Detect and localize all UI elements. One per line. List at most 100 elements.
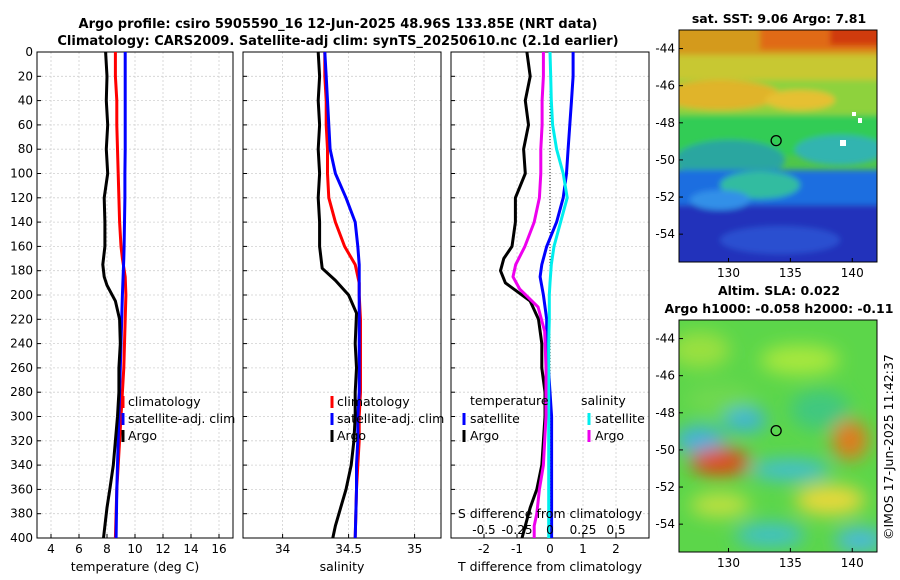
legend-entry: climatology [128, 394, 201, 409]
s-tick-label: -0.25 [501, 523, 532, 537]
y-tick-label: 320 [10, 434, 33, 448]
map-x-tick-label: 140 [841, 266, 864, 280]
map-y-tick-label: -46 [655, 79, 675, 93]
series-line-argo [316, 51, 358, 539]
figure-title-line2: Climatology: CARS2009. Satellite-adj cli… [57, 34, 618, 49]
x-tick-label: 34 [275, 542, 290, 556]
series-line-temperature-argo [499, 51, 547, 539]
y-tick-label: 180 [10, 264, 33, 278]
map-x-tick-label: 130 [717, 266, 740, 280]
sst-map-frame [678, 29, 878, 263]
series-line-satellite-adj-clim [323, 51, 361, 539]
sla-map-title-line1: Altim. SLA: 0.022 [718, 283, 840, 298]
map-y-tick-label: -50 [655, 153, 675, 167]
map-y-tick-label: -54 [655, 227, 675, 241]
map-x-tick-label: 140 [841, 556, 864, 570]
y-tick-label: 160 [10, 239, 33, 253]
temperature-panel: 4 6 8 10 12 14 1602040608010012014016018020022… [10, 45, 235, 574]
sst-heatmap [679, 30, 877, 262]
y-tick-label: 200 [10, 288, 33, 302]
x-tick-label: 10 [127, 542, 142, 556]
legend-entry: satellite-adj. clim [337, 411, 444, 426]
s-tick-label: -0.5 [472, 523, 495, 537]
map-x-tick-label: 135 [779, 556, 802, 570]
sst-map-title: sat. SST: 9.06 Argo: 7.81 [692, 11, 866, 26]
x-axis-label: temperature (deg C) [71, 559, 200, 574]
map-y-tick-label: -46 [655, 369, 675, 383]
legend-entry: Argo [470, 428, 499, 443]
legend-entry: satellite [595, 411, 645, 426]
sla-heatmap [679, 320, 877, 552]
sst-argo-marker [770, 134, 782, 147]
sla-argo-marker [770, 424, 782, 437]
legend-entry: climatology [337, 394, 410, 409]
x-tick-label: 34.5 [335, 542, 362, 556]
map-y-tick-label: -48 [655, 406, 675, 420]
y-tick-label: 140 [10, 215, 33, 229]
legend-entry: satellite [470, 411, 520, 426]
map-y-tick-label: -44 [655, 332, 675, 346]
map-y-tick-label: -44 [655, 42, 675, 56]
legend-entry: Argo [595, 428, 624, 443]
x-tick-label: 35 [407, 542, 422, 556]
series-line-climatology [113, 52, 128, 539]
x-tick-label: 1 [579, 542, 587, 556]
series-line-salinity-satellite [547, 51, 569, 538]
series-line-salinity-argo [511, 52, 548, 538]
y-tick-label: 20 [18, 69, 33, 83]
sst-map-axes: 130 135 140 -44 -46 -48 -50 -52 -54 [655, 42, 863, 280]
difference-panel: -2 -1 0 1 2 T difference from climatology temp… [450, 51, 650, 574]
y-tick-label: 300 [10, 410, 33, 424]
map-y-tick-label: -50 [655, 443, 675, 457]
salinity-panel: 34 34.5 35 salinity climatology satellite-adj… [242, 51, 444, 574]
x-tick-label: -2 [478, 542, 490, 556]
y-tick-label: 80 [18, 142, 33, 156]
figure-title-line1: Argo profile: csiro 5905590_16 12-Jun-20… [79, 17, 598, 32]
imos-credit: ©IMOS 17-Jun-2025 11:42:37 [881, 354, 896, 540]
legend-entry: Argo [128, 428, 157, 443]
map-y-tick-label: -52 [655, 480, 675, 494]
x-axis-label: T difference from climatology [457, 559, 643, 574]
x-axis-label: salinity [320, 559, 365, 574]
y-tick-label: 40 [18, 94, 33, 108]
y-tick-label: 260 [10, 361, 33, 375]
s-tick-label: 0.5 [606, 523, 625, 537]
y-tick-label: 360 [10, 482, 33, 496]
x-tick-label: 6 [75, 542, 83, 556]
y-tick-label: 400 [10, 531, 33, 545]
legend-entry: Argo [337, 428, 366, 443]
s-tick-label: 0.25 [570, 523, 597, 537]
series-line-satellite-adj-clim [114, 52, 127, 539]
map-x-tick-label: 135 [779, 266, 802, 280]
x-tick-label: 8 [103, 542, 111, 556]
y-tick-label: 340 [10, 458, 33, 472]
y-tick-label: 380 [10, 507, 33, 521]
map-x-tick-label: 130 [717, 556, 740, 570]
x-tick-label: 12 [155, 542, 170, 556]
legend-entry: satellite-adj. clim [128, 411, 235, 426]
y-tick-label: 0 [25, 45, 33, 59]
x-tick-label: -1 [511, 542, 523, 556]
sla-map-frame [678, 319, 878, 553]
y-tick-label: 60 [18, 118, 33, 132]
s-tick-label: 0 [546, 523, 554, 537]
map-y-tick-label: -52 [655, 190, 675, 204]
sla-map-axes: 130 135 140 -44 -46 -48 -50 -52 -54 [655, 332, 863, 570]
y-tick-label: 280 [10, 385, 33, 399]
x-tick-label: 4 [47, 542, 55, 556]
legend-title-salinity: salinity [581, 393, 626, 408]
y-tick-label: 240 [10, 337, 33, 351]
x-tick-label: 16 [211, 542, 226, 556]
x-tick-label: 2 [612, 542, 620, 556]
series-line-temperature-satellite [538, 52, 575, 538]
s-axis-label: S difference from climatology [458, 506, 643, 521]
x-tick-label: 0 [546, 542, 554, 556]
y-tick-label: 220 [10, 312, 33, 326]
map-y-tick-label: -48 [655, 116, 675, 130]
series-line-argo [101, 51, 122, 539]
sla-map-title-line2: Argo h1000: -0.058 h2000: -0.11 [665, 301, 894, 316]
map-y-tick-label: -54 [655, 517, 675, 531]
y-tick-label: 100 [10, 167, 33, 181]
y-tick-label: 120 [10, 191, 33, 205]
